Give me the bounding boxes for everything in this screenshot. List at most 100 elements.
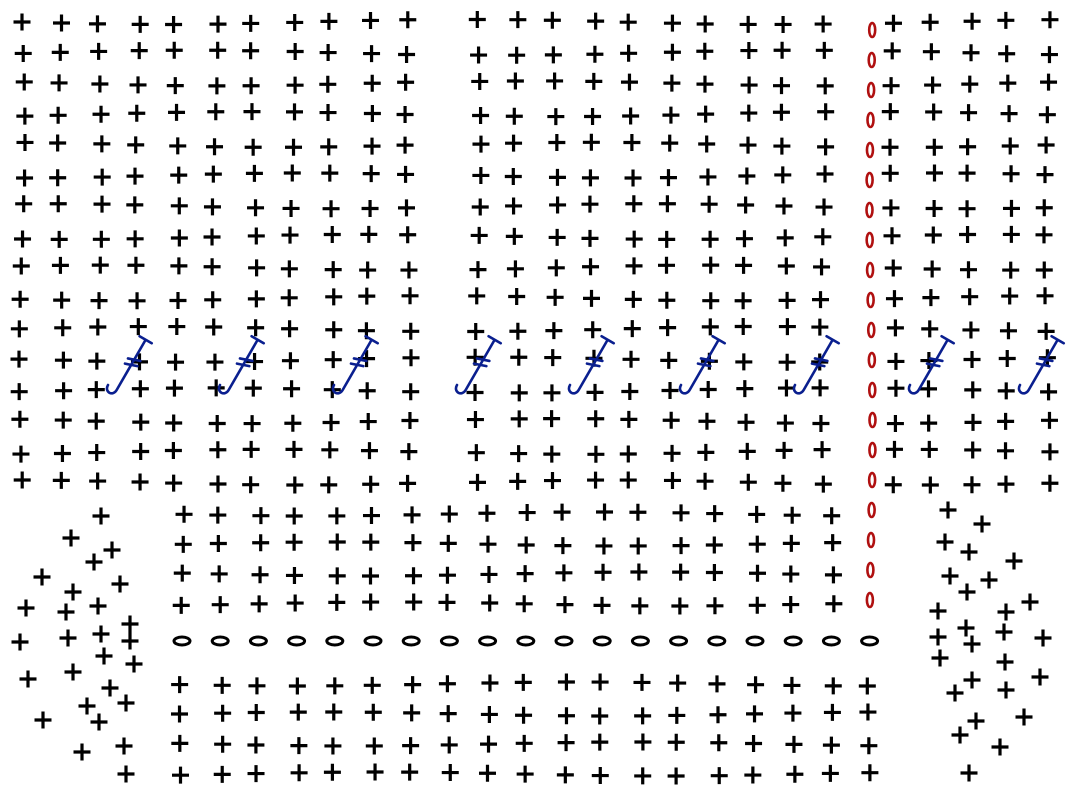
sc-stitch: [285, 440, 303, 458]
sc-stitch: [958, 583, 976, 601]
chain-stitch: [821, 635, 841, 647]
sc-stitch: [211, 596, 229, 614]
sc-stitch: [325, 321, 343, 339]
sc-stitch: [290, 764, 308, 782]
chain-stitch: [866, 531, 876, 549]
sc-stitch: [776, 229, 794, 247]
sc-stitch: [543, 445, 561, 463]
sc-stitch: [396, 136, 414, 154]
sc-stitch: [360, 225, 378, 243]
sc-stitch: [168, 318, 186, 336]
sc-stitch: [363, 137, 381, 155]
sc-stitch: [997, 442, 1015, 460]
sc-stitch: [509, 322, 527, 340]
sc-stitch: [286, 76, 304, 94]
sc-stitch: [358, 287, 376, 305]
sc-stitch: [173, 564, 191, 582]
sc-stitch: [816, 165, 834, 183]
sc-stitch: [49, 106, 67, 124]
sc-stitch: [824, 677, 842, 695]
sc-stitch: [10, 383, 28, 401]
sc-stitch: [663, 14, 681, 32]
sc-stitch: [774, 15, 792, 33]
sc-stitch: [206, 353, 224, 371]
sc-stitch: [509, 11, 527, 29]
sc-stitch: [815, 198, 833, 216]
sc-stitch: [321, 164, 339, 182]
post-stitch: [454, 334, 503, 395]
sc-stitch: [54, 319, 72, 337]
chain-stitch: [867, 501, 876, 519]
chain-stitch: [554, 635, 574, 647]
sc-stitch: [1036, 287, 1054, 305]
chain-stitch: [248, 635, 268, 647]
sc-stitch: [209, 506, 227, 524]
sc-stitch: [362, 533, 380, 551]
sc-stitch: [208, 414, 226, 432]
sc-stitch: [962, 44, 980, 62]
sc-stitch: [365, 737, 383, 755]
sc-stitch: [582, 258, 600, 276]
sc-stitch: [699, 380, 717, 398]
post-stitch-symbol: [105, 334, 154, 395]
sc-stitch: [661, 382, 679, 400]
sc-stitch: [784, 704, 802, 722]
sc-stitch: [998, 349, 1016, 367]
sc-stitch: [131, 15, 149, 33]
post-stitch: [1017, 334, 1066, 395]
sc-stitch: [672, 563, 690, 581]
sc-stitch: [323, 763, 341, 781]
sc-stitch: [668, 706, 686, 724]
sc-stitch: [936, 533, 954, 551]
sc-stitch: [817, 138, 835, 156]
sc-stitch: [783, 506, 801, 524]
sc-stitch: [243, 103, 261, 121]
sc-stitch: [402, 383, 420, 401]
post-stitch-symbol: [907, 334, 956, 395]
sc-stitch: [405, 593, 423, 611]
sc-stitch: [958, 200, 976, 218]
sc-stitch: [625, 257, 643, 275]
sc-stitch: [93, 168, 111, 186]
sc-stitch: [1040, 73, 1058, 91]
sc-stitch: [171, 676, 189, 694]
sc-stitch: [735, 256, 753, 274]
sc-stitch: [325, 703, 343, 721]
sc-stitch: [19, 670, 37, 688]
sc-stitch: [17, 599, 35, 617]
sc-stitch: [320, 138, 338, 156]
sc-stitch: [169, 137, 187, 155]
sc-stitch: [662, 411, 680, 429]
sc-stitch: [634, 733, 652, 751]
sc-stitch: [886, 319, 904, 337]
chain-stitch: [478, 635, 498, 647]
sc-stitch: [1035, 199, 1053, 217]
sc-stitch: [480, 705, 498, 723]
sc-stitch: [12, 445, 30, 463]
sc-stitch: [785, 735, 803, 753]
sc-stitch: [821, 764, 839, 782]
sc-stitch: [995, 623, 1013, 641]
sc-stitch: [126, 196, 144, 214]
sc-stitch: [247, 290, 265, 308]
sc-stitch: [555, 564, 573, 582]
sc-stitch: [319, 104, 337, 122]
sc-stitch: [53, 291, 71, 309]
sc-stitch: [362, 593, 380, 611]
sc-stitch: [884, 259, 902, 277]
sc-stitch: [706, 505, 724, 523]
sc-stitch: [247, 199, 265, 217]
sc-stitch: [328, 533, 346, 551]
chain-stitches: [172, 21, 880, 647]
sc-stitch: [366, 763, 384, 781]
sc-stitch: [440, 736, 458, 754]
sc-stitch: [478, 764, 496, 782]
sc-stitch: [467, 444, 485, 462]
sc-stitch: [1031, 668, 1049, 686]
sc-stitch: [593, 596, 611, 614]
sc-stitch: [54, 351, 72, 369]
sc-stitch: [738, 442, 756, 460]
sc-stitch: [621, 383, 639, 401]
sc-stitch: [285, 533, 303, 551]
sc-stitch: [991, 738, 1009, 756]
